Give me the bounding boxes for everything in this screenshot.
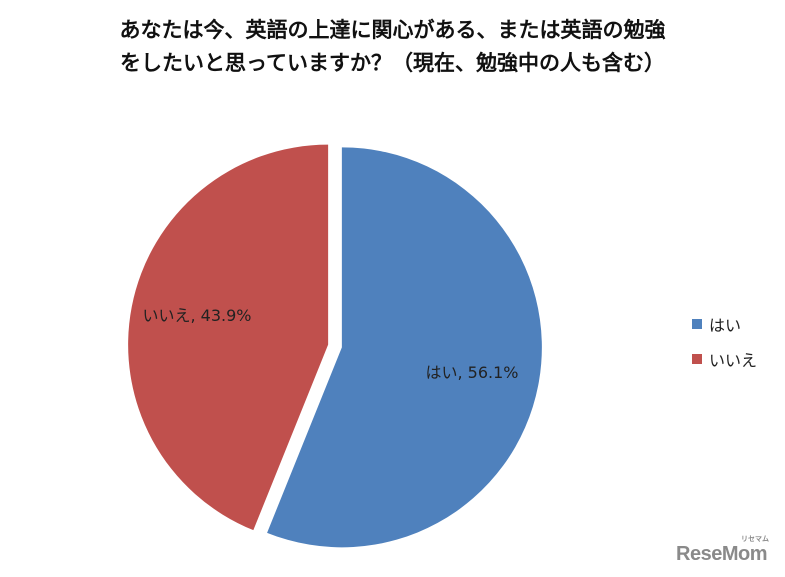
legend-item-no: いいえ	[692, 348, 757, 370]
title-line-1: あなたは今、英語の上達に関心がある、または英語の勉強	[119, 18, 666, 42]
legend-label-no: いいえ	[709, 351, 758, 370]
legend-swatch-yes	[692, 319, 702, 329]
pie-slice-yes	[267, 147, 542, 548]
legend-swatch-no	[692, 354, 702, 364]
legend-item-yes: はい	[692, 313, 757, 335]
resemom-logo: ReseMom リセマム	[676, 536, 769, 566]
logo-mark: リセマム	[740, 536, 769, 543]
legend-label-yes: はい	[709, 316, 742, 335]
chart-title: あなたは今、英語の上達に関心がある、または英語の勉強 をしたいと思っていますか？…	[0, 14, 785, 80]
title-line-2: をしたいと思っていますか？（現在、勉強中の人も含む）	[120, 51, 665, 75]
data-label-no: いいえ, 43.9%	[142, 306, 251, 325]
pie-slice-no	[128, 144, 329, 531]
legend: はい いいえ	[692, 313, 757, 383]
logo-text: ReseMom	[676, 543, 767, 565]
data-label-yes: はい, 56.1%	[425, 363, 518, 382]
